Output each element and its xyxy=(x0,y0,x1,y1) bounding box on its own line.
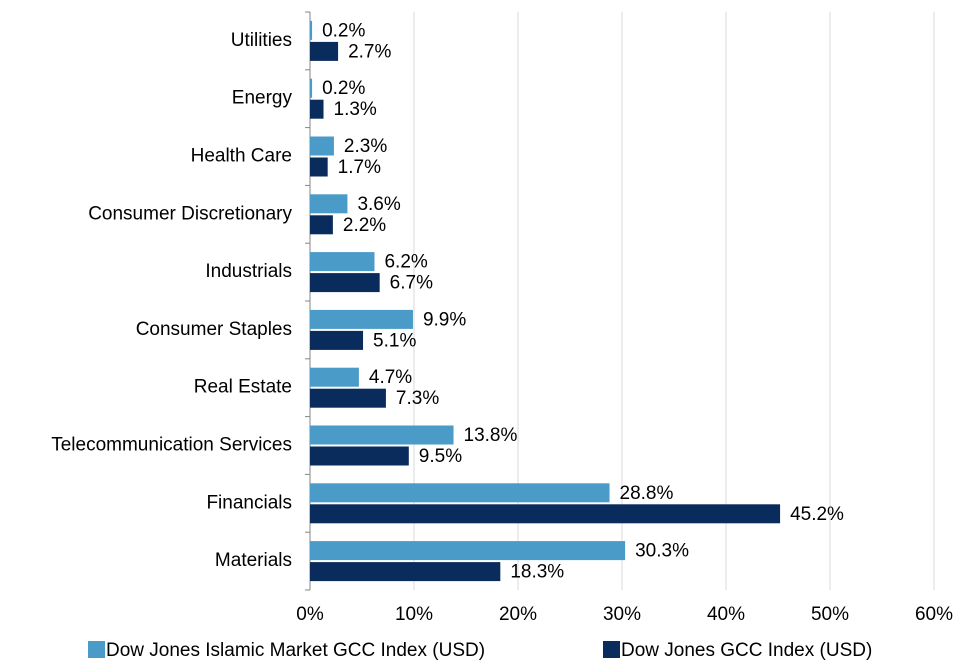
bar xyxy=(310,215,333,235)
bar xyxy=(310,483,610,503)
data-label: 7.3% xyxy=(396,388,439,409)
y-tick-label: Utilities xyxy=(231,30,292,51)
x-tick-label: 30% xyxy=(603,604,641,625)
bar xyxy=(310,99,324,119)
bar xyxy=(310,504,781,524)
y-tick-label: Materials xyxy=(215,550,292,571)
legend-label: Dow Jones Islamic Market GCC Index (USD) xyxy=(106,640,485,661)
data-label: 9.9% xyxy=(423,309,466,330)
data-label: 6.7% xyxy=(390,273,433,294)
data-label: 3.6% xyxy=(357,194,400,215)
data-label: 5.1% xyxy=(373,330,416,351)
bar xyxy=(310,273,380,293)
x-tick-label: 20% xyxy=(499,604,537,625)
legend-label: Dow Jones GCC Index (USD) xyxy=(621,640,872,661)
y-tick-label: Energy xyxy=(232,88,293,109)
y-tick-label: Consumer Staples xyxy=(136,319,292,340)
bar xyxy=(310,136,334,156)
bar xyxy=(310,541,626,561)
data-label: 0.2% xyxy=(322,78,365,99)
x-tick-label: 60% xyxy=(915,604,953,625)
y-tick-label: Consumer Discretionary xyxy=(88,203,292,224)
bar xyxy=(310,425,454,445)
data-label: 4.7% xyxy=(369,367,412,388)
data-label: 9.5% xyxy=(419,446,462,467)
y-tick-label: Real Estate xyxy=(194,377,292,398)
x-tick-label: 10% xyxy=(395,604,433,625)
data-label: 30.3% xyxy=(635,541,689,562)
data-label: 1.7% xyxy=(338,157,381,178)
bar xyxy=(310,157,328,177)
data-label: 28.8% xyxy=(620,483,674,504)
data-label: 2.2% xyxy=(343,215,386,236)
y-tick-label: Telecommunication Services xyxy=(51,435,292,456)
data-label: 18.3% xyxy=(510,562,564,583)
legend-swatch xyxy=(603,641,620,658)
data-label: 45.2% xyxy=(790,504,844,525)
data-label: 2.3% xyxy=(344,136,387,157)
legend-swatch xyxy=(88,641,105,658)
bar xyxy=(310,78,313,98)
bar xyxy=(310,194,348,214)
bar xyxy=(310,367,359,387)
data-label: 13.8% xyxy=(464,425,518,446)
y-tick-label: Health Care xyxy=(191,146,292,167)
bar xyxy=(310,20,313,40)
data-label: 1.3% xyxy=(334,99,377,120)
bar xyxy=(310,330,364,350)
y-tick-label: Industrials xyxy=(205,261,292,282)
bar xyxy=(310,446,409,466)
bar xyxy=(310,252,375,272)
x-tick-label: 50% xyxy=(811,604,849,625)
data-label: 0.2% xyxy=(322,20,365,41)
bar xyxy=(310,41,339,61)
x-tick-label: 0% xyxy=(296,604,324,625)
x-tick-label: 40% xyxy=(707,604,745,625)
bar xyxy=(310,388,386,408)
y-tick-label: Financials xyxy=(206,492,292,513)
data-label: 2.7% xyxy=(348,41,391,62)
data-label: 6.2% xyxy=(384,252,427,273)
bar xyxy=(310,562,501,582)
bar xyxy=(310,309,413,329)
